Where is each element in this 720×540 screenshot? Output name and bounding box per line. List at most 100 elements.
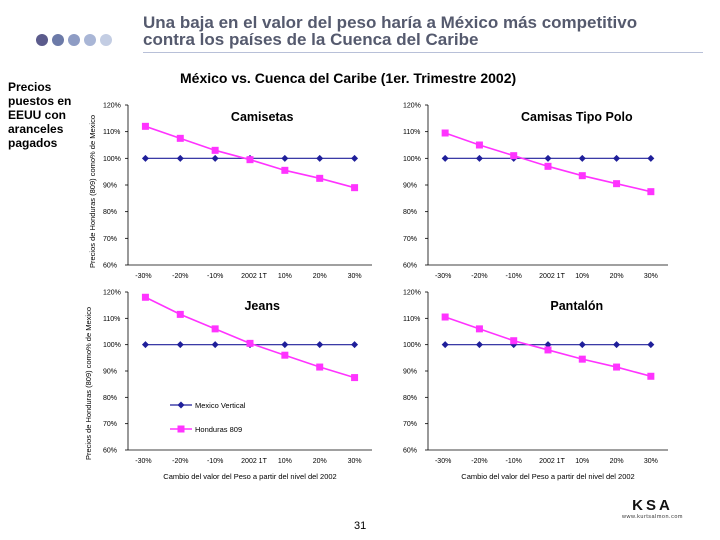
chart-4-x-tick-label: 20% bbox=[610, 458, 624, 465]
chart-2-x-tick-label: 10% bbox=[575, 273, 589, 280]
chart-4-title: Pantalón bbox=[550, 299, 603, 313]
chart-1-x-tick-label: -20% bbox=[172, 273, 188, 280]
chart-2-y-tick-label: 120% bbox=[403, 103, 421, 110]
chart-1-honduras-point bbox=[211, 146, 219, 154]
chart-2-x-tick-label: -10% bbox=[506, 273, 522, 280]
chart-3-y-tick-label: 70% bbox=[103, 421, 117, 428]
chart-1-title: Camisetas bbox=[231, 110, 294, 124]
side-note-line-3: EEUU con bbox=[8, 108, 67, 122]
chart-1-mexico-point bbox=[211, 154, 219, 162]
chart-4-honduras-point bbox=[613, 363, 621, 371]
chart-3-y-tick-label: 110% bbox=[103, 316, 120, 323]
chart-4-mexico-point bbox=[441, 341, 449, 349]
header-dot-3 bbox=[68, 34, 80, 46]
chart-4-x-tick-label: -30% bbox=[435, 458, 451, 465]
chart-2-y-tick-label: 70% bbox=[403, 236, 417, 243]
chart-1-y-tick-label: 100% bbox=[103, 156, 121, 163]
chart-3-honduras-point bbox=[316, 363, 324, 371]
chart-1-x-tick-label: -30% bbox=[135, 273, 151, 280]
chart-3-y-tick-label: 80% bbox=[103, 395, 117, 402]
chart-4-y-tick-label: 110% bbox=[403, 316, 420, 323]
chart-2-mexico-point bbox=[441, 154, 449, 162]
chart-1-y-tick-label: 60% bbox=[103, 263, 117, 270]
chart-2-x-tick-label: -30% bbox=[435, 273, 451, 280]
chart-3-honduras-point bbox=[246, 339, 254, 347]
chart-4-y-tick-label: 60% bbox=[403, 448, 417, 455]
chart-1-x-tick-label: 10% bbox=[278, 273, 292, 280]
chart-4-honduras-point bbox=[441, 313, 449, 321]
chart-2-y-tick-label: 90% bbox=[403, 183, 417, 190]
chart-2-mexico-point bbox=[475, 154, 483, 162]
chart-4-y-tick-label: 100% bbox=[403, 342, 421, 349]
header-dot-5 bbox=[100, 34, 112, 46]
chart-4-honduras-point bbox=[475, 325, 483, 333]
chart-4-mexico-point bbox=[647, 341, 655, 349]
chart-2-y-tick-label: 60% bbox=[403, 263, 417, 270]
chart-2-honduras-point bbox=[613, 180, 621, 188]
chart-4-honduras-point bbox=[647, 372, 655, 380]
chart-1-honduras-point bbox=[316, 174, 324, 182]
chart-4-x-tick-label: 10% bbox=[575, 458, 589, 465]
chart-3-y-tick-label: 90% bbox=[103, 369, 117, 376]
chart-3-x-tick-label: -30% bbox=[135, 458, 151, 465]
chart-4-y-tick-label: 120% bbox=[403, 290, 421, 297]
chart-3-honduras-point bbox=[351, 374, 359, 382]
chart-3-honduras-point bbox=[211, 325, 219, 333]
chart-3-mexico-point bbox=[211, 341, 219, 349]
chart-2-honduras-point bbox=[647, 188, 655, 196]
chart-4-mexico-point bbox=[475, 341, 483, 349]
chart-4-y-tick-label: 90% bbox=[403, 369, 417, 376]
header-dot-2 bbox=[52, 34, 64, 46]
chart-group-title: México vs. Cuenca del Caribe (1er. Trime… bbox=[180, 70, 517, 86]
chart-3-mexico-point bbox=[281, 341, 289, 349]
chart-2-title: Camisas Tipo Polo bbox=[521, 110, 633, 124]
chart-3-mexico-point bbox=[176, 341, 184, 349]
header-dot-1 bbox=[36, 34, 48, 46]
side-note-line-5: pagados bbox=[8, 136, 58, 150]
chart-1-honduras-point bbox=[246, 156, 254, 164]
logo-url: www.kurtsalmon.com bbox=[622, 514, 683, 520]
page-title: Una baja en el valor del peso haría a Mé… bbox=[143, 14, 637, 48]
chart-1-x-tick-label: 2002 1T bbox=[241, 273, 267, 280]
chart-4-y-tick-label: 70% bbox=[403, 421, 417, 428]
x-axis-title-right: Cambio del valor del Peso a partir del n… bbox=[461, 472, 634, 481]
chart-3-y-tick-label: 120% bbox=[103, 290, 121, 297]
chart-2-y-tick-label: 100% bbox=[403, 156, 421, 163]
chart-3-x-tick-label: 2002 1T bbox=[241, 458, 267, 465]
header-dot-4 bbox=[84, 34, 96, 46]
page-number: 31 bbox=[354, 520, 367, 532]
side-note-line-2: puestos en bbox=[8, 94, 72, 108]
chart-4-y-tick-label: 80% bbox=[403, 395, 417, 402]
legend-mexico-label: Mexico Vertical bbox=[195, 401, 246, 410]
chart-4-x-tick-label: -20% bbox=[471, 458, 487, 465]
chart-2-x-tick-label: 30% bbox=[644, 273, 658, 280]
logo-mark: KSA bbox=[632, 497, 673, 514]
chart-1-x-tick-label: 20% bbox=[313, 273, 327, 280]
chart-1-y-tick-label: 120% bbox=[103, 103, 121, 110]
chart-1-honduras-point bbox=[141, 122, 149, 130]
chart-2-x-tick-label: 2002 1T bbox=[539, 273, 565, 280]
chart-3-x-tick-label: -10% bbox=[207, 458, 223, 465]
chart-3-mexico-point bbox=[316, 341, 324, 349]
chart-2-honduras-point bbox=[475, 141, 483, 149]
chart-3-honduras-point bbox=[176, 310, 184, 318]
chart-2-x-tick-label: 20% bbox=[610, 273, 624, 280]
chart-4-x-tick-label: 2002 1T bbox=[539, 458, 565, 465]
chart-3-x-tick-label: 20% bbox=[313, 458, 327, 465]
chart-2-y-tick-label: 110% bbox=[403, 129, 420, 136]
chart-4-x-tick-label: 30% bbox=[644, 458, 658, 465]
chart-2-x-tick-label: -20% bbox=[471, 273, 487, 280]
chart-4-mexico-point bbox=[578, 341, 586, 349]
chart-4-mexico-point bbox=[613, 341, 621, 349]
chart-3-y-tick-label: 60% bbox=[103, 448, 117, 455]
chart-1-mexico-point bbox=[141, 154, 149, 162]
header-divider bbox=[143, 52, 703, 53]
side-note-line-4: aranceles bbox=[8, 122, 64, 136]
chart-3-mexico-point bbox=[141, 341, 149, 349]
chart-1-y-tick-label: 90% bbox=[103, 183, 117, 190]
chart-4-honduras-point bbox=[510, 337, 518, 345]
chart-1-x-tick-label: -10% bbox=[207, 273, 223, 280]
legend-honduras-marker bbox=[177, 425, 185, 433]
page-title-line-1: Una baja en el valor del peso haría a Mé… bbox=[143, 13, 638, 32]
